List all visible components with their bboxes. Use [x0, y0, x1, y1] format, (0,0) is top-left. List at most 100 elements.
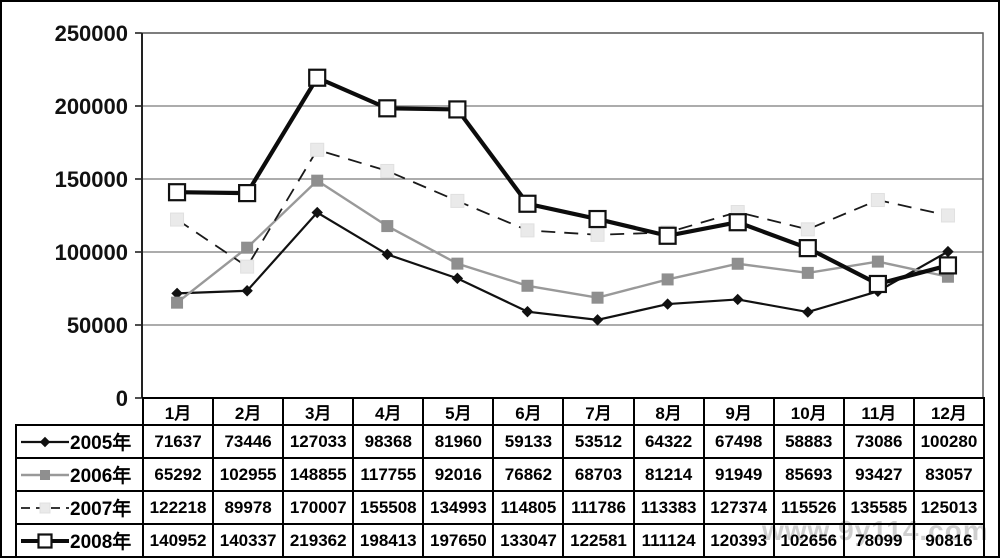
series-2006: [171, 174, 954, 309]
series-line-2008: [177, 75, 949, 287]
series-line-2005: [177, 211, 949, 321]
legend-cell-2008: 2008年: [15, 523, 144, 556]
value-cell: 53512: [562, 424, 635, 459]
value-cell: 198413: [352, 523, 425, 556]
value-cell: 127374: [702, 490, 775, 525]
value-cell: 76862: [492, 457, 565, 492]
month-header-cell: 2月: [212, 397, 285, 426]
y-axis-label: 200000: [55, 94, 128, 119]
marker-open-square: [868, 274, 887, 294]
value-cell: 64322: [632, 424, 705, 459]
value-cell: 113383: [632, 490, 705, 525]
value-cell: 125013: [912, 490, 986, 525]
value-cell: 71637: [141, 424, 215, 459]
legend-label: 2005年: [70, 433, 132, 454]
marker-open-square: [308, 68, 327, 87]
value-cell: 89978: [212, 490, 285, 525]
marker-open-square: [728, 213, 747, 232]
value-cell: 98368: [352, 424, 425, 459]
month-header-row: 1月 2月 3月 4月 5月 6月 7月 8月 9月 10月 11月 12月: [16, 397, 986, 426]
marker-diamond: [942, 245, 954, 258]
marker-diamond: [591, 314, 604, 326]
value-cell: 134993: [422, 490, 495, 525]
marker-square: [590, 227, 605, 242]
y-axis-label: 50000: [67, 313, 128, 338]
marker-open-square: [238, 184, 257, 203]
legend-label: 2008年: [70, 532, 132, 553]
month-header-cell: 12月: [912, 397, 986, 426]
month-header-cell: 8月: [632, 397, 705, 426]
marker-open-square: [588, 209, 607, 229]
value-cell: 148855: [282, 457, 355, 492]
y-axis-label: 250000: [55, 21, 128, 46]
value-cell: 78099: [842, 523, 915, 556]
marker-square: [451, 257, 464, 270]
data-table: 1月 2月 3月 4月 5月 6月 7月 8月 9月 10月 11月 12月 2005年 71637 73…: [15, 397, 986, 556]
month-header-cell: 1月: [141, 397, 215, 426]
marker-square: [39, 502, 51, 513]
marker-square: [241, 241, 254, 254]
marker-open-square: [378, 99, 397, 118]
value-cell: 58883: [772, 424, 845, 459]
marker-square: [310, 142, 325, 157]
value-cell: 100280: [912, 424, 986, 459]
y-axis-label: 150000: [55, 167, 128, 192]
marker-open-square: [448, 100, 467, 119]
value-cell: 92016: [422, 457, 495, 492]
value-cell: 117755: [352, 457, 425, 492]
y-axis-label: 100000: [55, 240, 128, 265]
value-cell: 85693: [772, 457, 845, 492]
value-cell: 93427: [842, 457, 915, 492]
marker-diamond: [732, 293, 744, 306]
value-cell: 140337: [212, 523, 285, 556]
series-line-2007: [176, 148, 949, 268]
marker-square: [870, 193, 885, 208]
marker-square: [940, 208, 955, 223]
month-header-cell: 5月: [422, 397, 495, 426]
table-row-2005: 2005年 71637 73446 127033 98368 81960 59133 5351…: [15, 424, 986, 459]
marker-square: [40, 469, 50, 480]
value-cell: 91949: [702, 457, 775, 492]
marker-open-square: [167, 183, 187, 202]
marker-open-square: [518, 194, 537, 213]
value-cell: 127033: [282, 424, 355, 459]
marker-square: [380, 163, 395, 178]
value-cell: 219362: [282, 523, 355, 556]
value-cell: 102656: [772, 523, 845, 556]
value-cell: 102955: [212, 457, 285, 492]
value-cell: 81214: [632, 457, 705, 492]
value-cell: 81960: [422, 424, 495, 459]
marker-diamond: [451, 272, 464, 285]
value-cell: 122218: [141, 490, 215, 525]
plot-border: [141, 32, 984, 399]
marker-square: [800, 222, 815, 237]
value-cell: 90816: [912, 523, 986, 556]
marker-square: [521, 279, 534, 292]
value-cell: 155508: [352, 490, 425, 525]
value-cell: 65292: [141, 457, 215, 492]
marker-square: [450, 193, 465, 208]
legend-sample-icon-2005: [21, 436, 69, 447]
value-cell: 122581: [562, 523, 635, 556]
value-cell: 111786: [562, 490, 635, 525]
series-2008: [167, 68, 958, 294]
value-cell: 67498: [702, 424, 775, 459]
series-line-2006: [176, 179, 949, 304]
value-cell: 59133: [492, 424, 565, 459]
table-row-2006: 2006年 65292 102955 148855 117755 92016 76862 68…: [15, 457, 986, 492]
marker-diamond: [661, 298, 674, 310]
series-2005: [171, 206, 954, 326]
month-header-cell: 10月: [772, 397, 845, 426]
table-body: 2005年 71637 73446 127033 98368 81960 59133 5351…: [15, 424, 986, 556]
month-header-cell: 11月: [842, 397, 915, 426]
marker-square: [801, 266, 814, 279]
marker-open-square: [37, 532, 53, 549]
month-header-cell: 9月: [702, 397, 775, 426]
table-row-2008: 2008年 140952 140337 219362 198413 197650 13304…: [15, 523, 986, 556]
marker-diamond: [381, 248, 393, 261]
legend-cell-2005: 2005年: [15, 424, 144, 459]
legend-label: 2007年: [70, 499, 132, 520]
month-header-cell: 3月: [282, 397, 355, 426]
value-cell: 170007: [282, 490, 355, 525]
marker-square: [520, 223, 535, 238]
